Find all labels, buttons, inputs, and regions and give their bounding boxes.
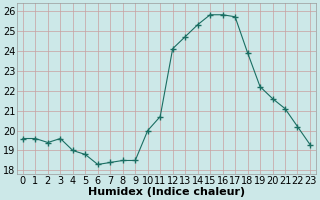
X-axis label: Humidex (Indice chaleur): Humidex (Indice chaleur) <box>88 187 245 197</box>
